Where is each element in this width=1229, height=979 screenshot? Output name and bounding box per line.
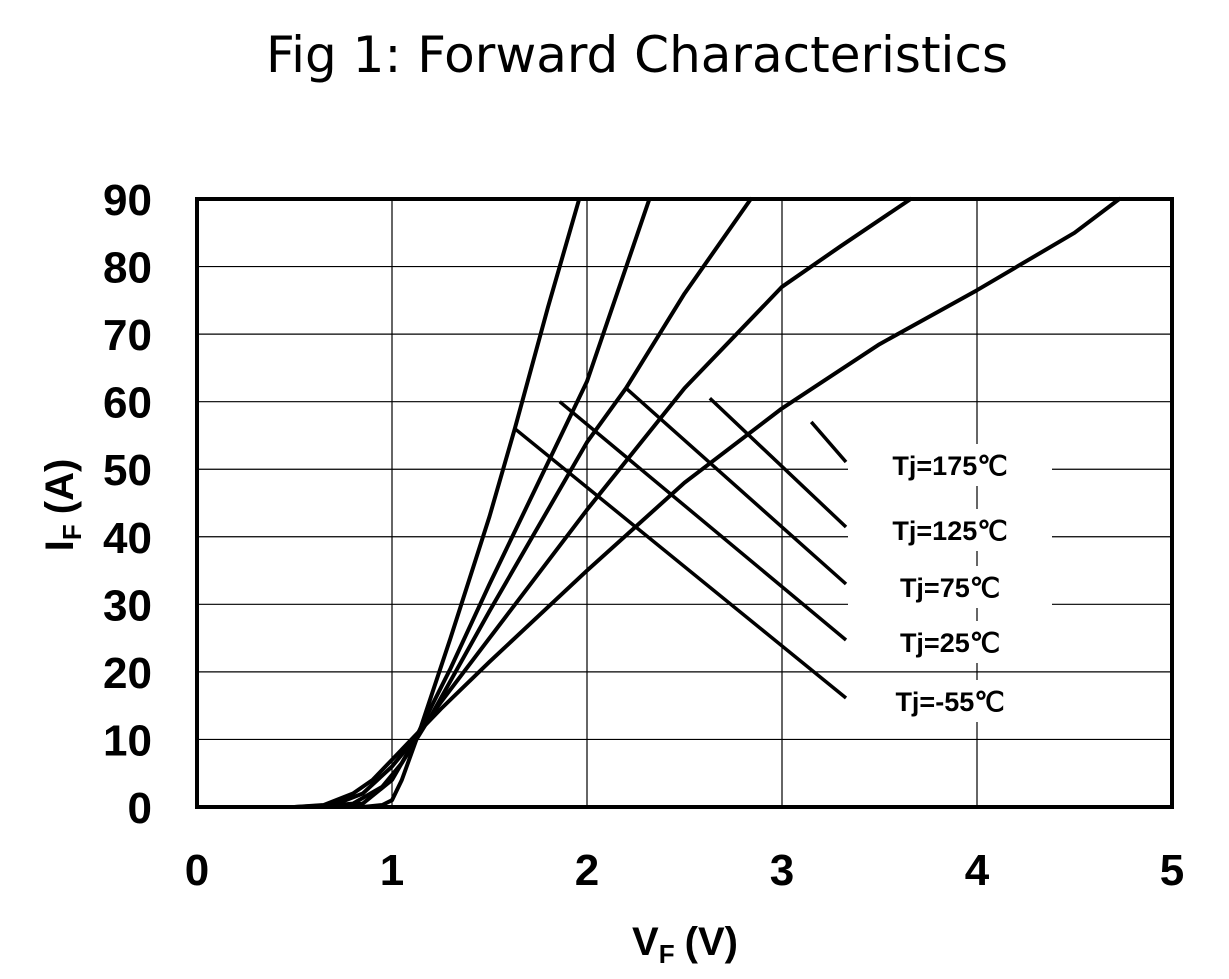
x-axis-label: VF (V) <box>632 920 738 969</box>
legend-leader-line-3 <box>624 386 848 586</box>
x-axis-label-sub: F <box>659 939 675 969</box>
y-tick-label-9: 90 <box>103 176 152 225</box>
y-axis-label: IF (A) <box>38 459 87 552</box>
series-line-5 <box>195 197 582 809</box>
legend-label-background-4 <box>848 621 1052 663</box>
y-axis-label-main: I <box>38 540 82 551</box>
legend-leader-line-1 <box>809 420 848 464</box>
legend-label-5: Tj=-55℃ <box>895 687 1004 717</box>
x-tick-label-2: 2 <box>575 846 599 895</box>
plot-area-frame <box>195 197 1174 809</box>
legend-label-background-2 <box>848 509 1052 551</box>
x-tick-label-5: 5 <box>1160 846 1184 895</box>
legend-label-background-3 <box>848 566 1052 608</box>
y-tick-label-4: 40 <box>103 514 152 563</box>
y-axis-label-sub: F <box>57 524 87 540</box>
series-line-1 <box>195 197 1122 809</box>
x-axis-ticks: 0 1 2 3 4 5 <box>185 846 1184 895</box>
legend-label-background-1 <box>848 444 1052 486</box>
y-tick-label-2: 20 <box>103 649 152 698</box>
x-tick-label-0: 0 <box>185 846 209 895</box>
legend-leader-line-5 <box>513 427 848 700</box>
y-tick-label-3: 30 <box>103 581 152 630</box>
y-tick-label-1: 10 <box>103 716 152 765</box>
grid <box>197 199 1172 807</box>
series-line-3 <box>195 197 753 809</box>
legend-leader-line-2 <box>708 397 848 529</box>
y-tick-label-0: 0 <box>128 784 152 833</box>
y-axis-label-unit: (A) <box>38 459 82 515</box>
legend-label-3: Tj=75℃ <box>900 573 1000 603</box>
legend-label-4: Tj=25℃ <box>900 628 1000 658</box>
x-tick-label-1: 1 <box>380 846 404 895</box>
x-axis-label-unit: (V) <box>685 920 738 964</box>
legend-label-background-5 <box>848 680 1052 722</box>
legend: Tj=175℃ Tj=125℃ Tj=75℃ Tj=25℃ Tj=-55℃ <box>513 386 1052 722</box>
x-tick-label-4: 4 <box>965 846 990 895</box>
y-tick-label-8: 80 <box>103 244 152 293</box>
x-axis-label-main: V <box>632 920 659 964</box>
y-axis-ticks: 0 10 20 30 40 50 60 70 80 90 <box>103 176 152 833</box>
chart-title: Fig 1: Forward Characteristics <box>266 26 1008 84</box>
y-tick-label-7: 70 <box>103 311 152 360</box>
legend-label-2: Tj=125℃ <box>892 516 1007 546</box>
legend-label-1: Tj=175℃ <box>892 451 1007 481</box>
y-tick-label-5: 50 <box>103 446 152 495</box>
y-tick-label-6: 60 <box>103 379 152 428</box>
x-tick-label-3: 3 <box>770 846 794 895</box>
legend-leader-line-4 <box>558 400 848 642</box>
